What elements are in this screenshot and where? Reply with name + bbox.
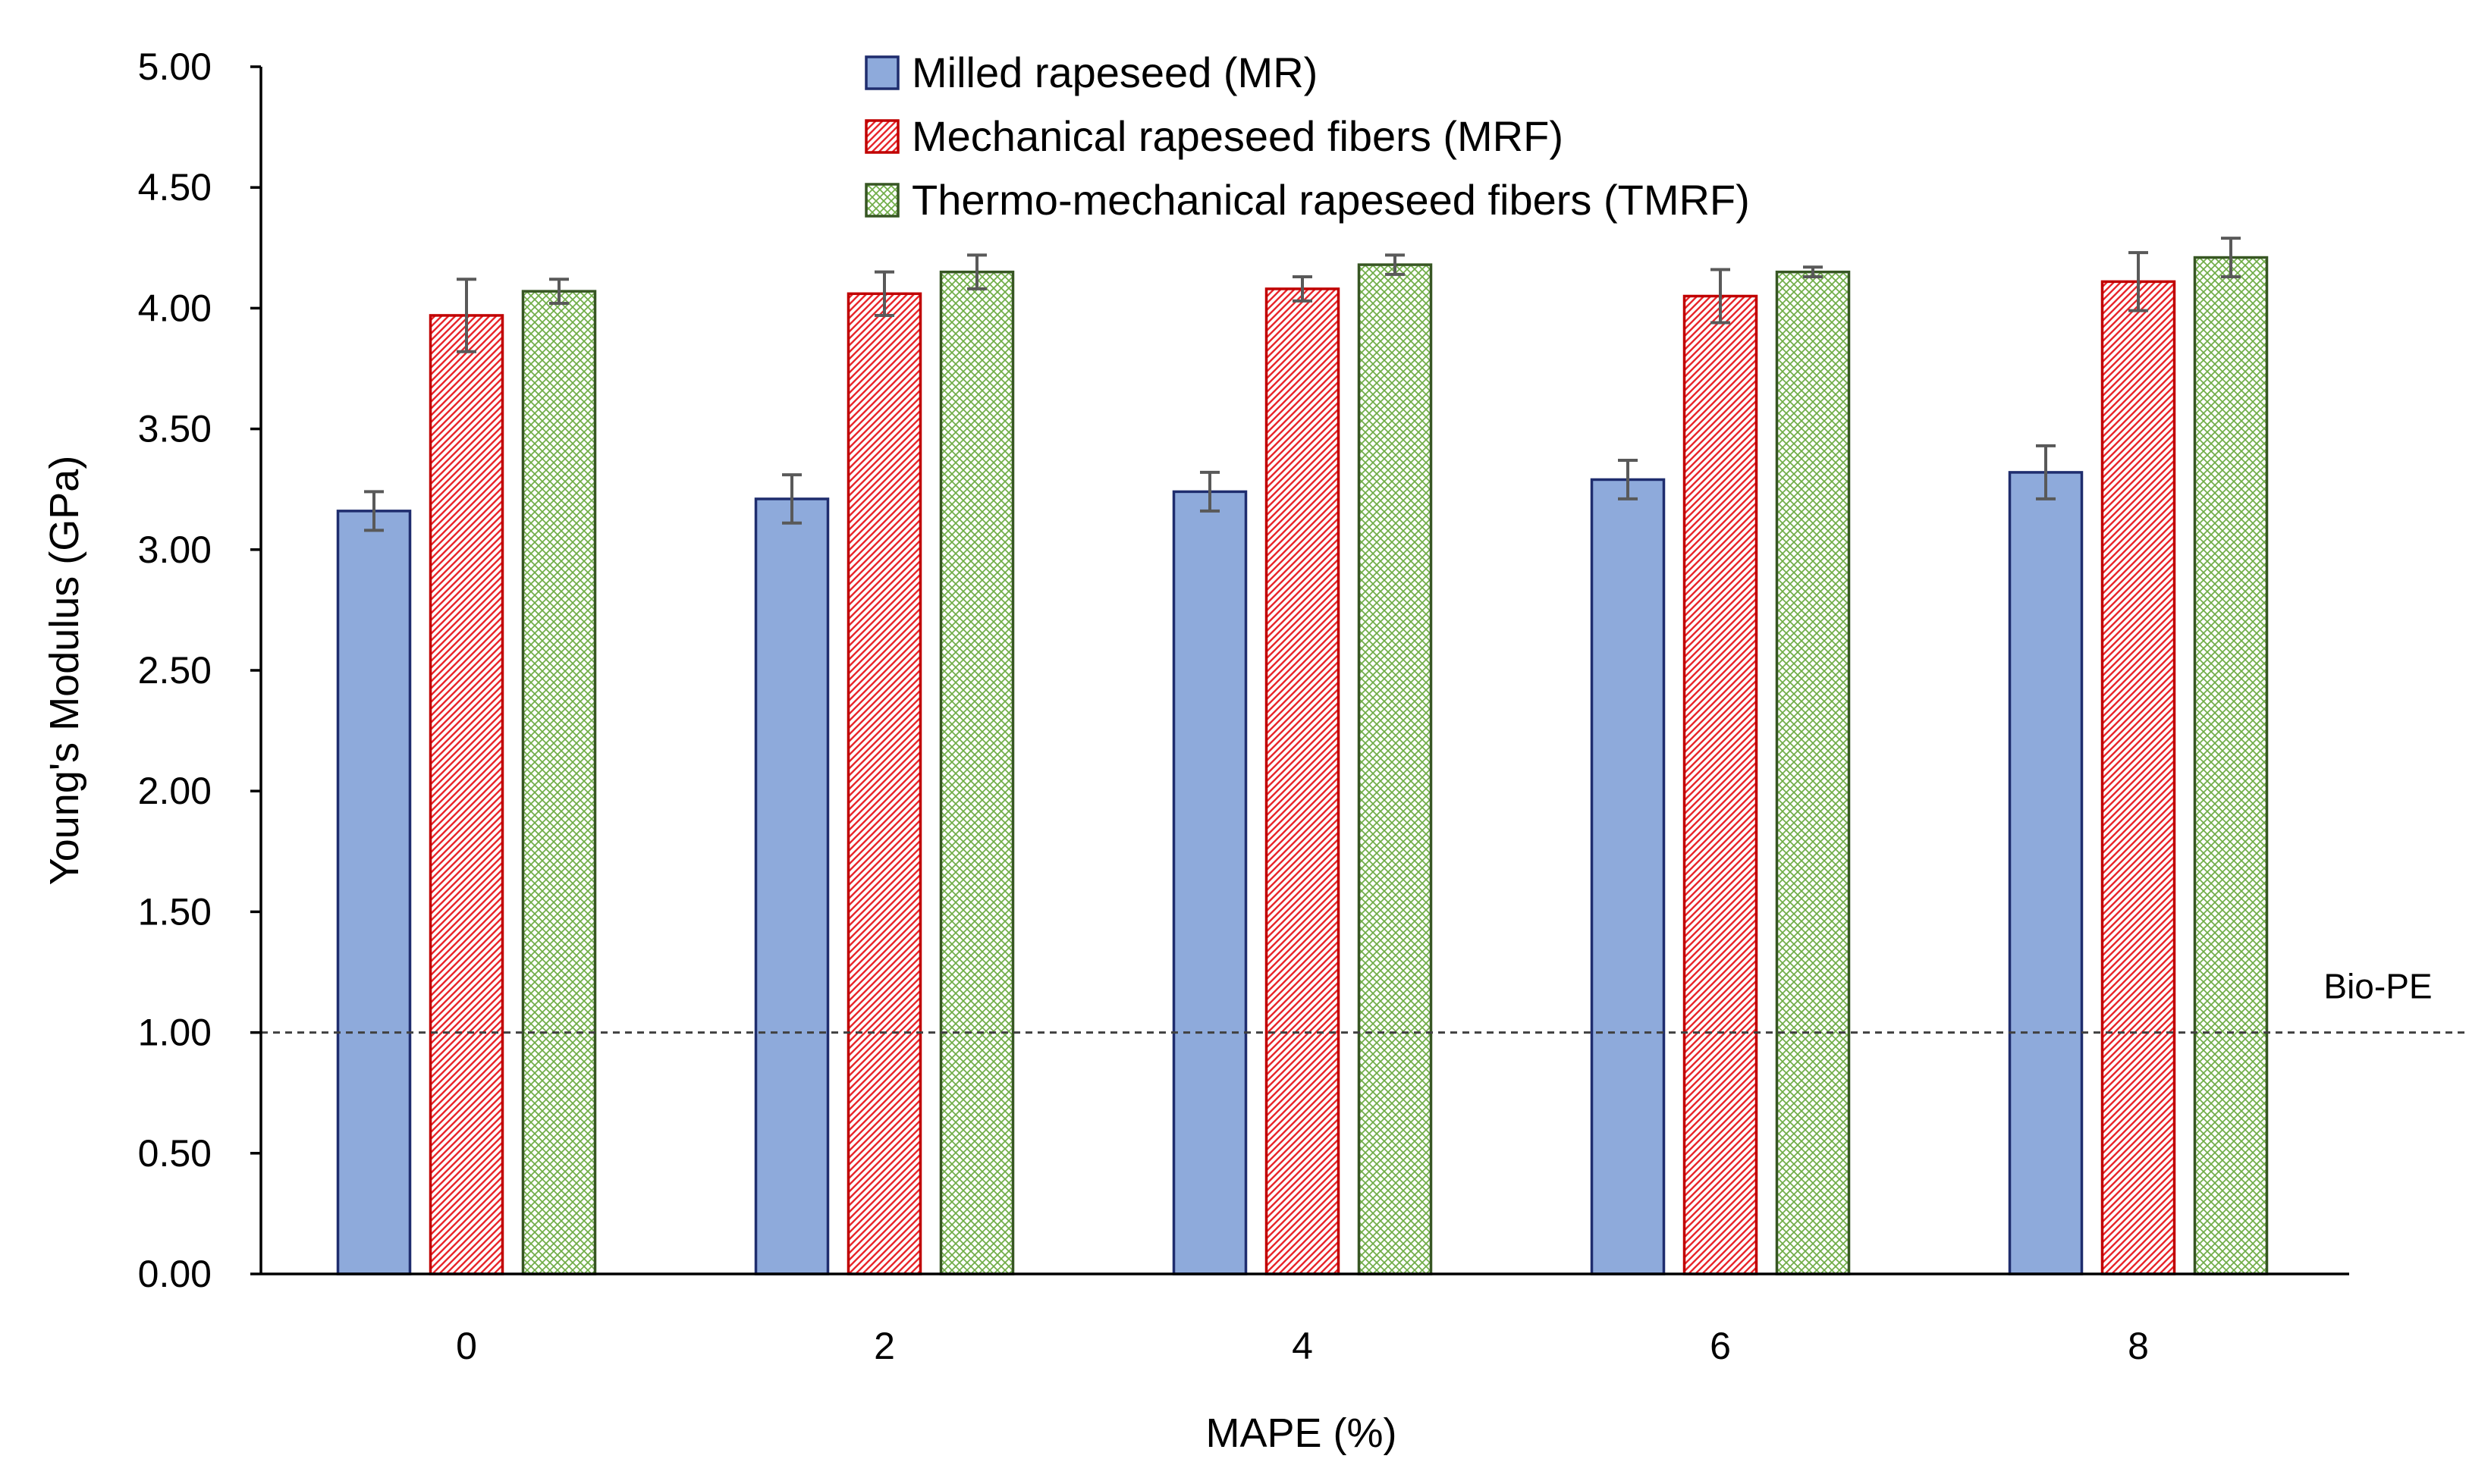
error-bar-tmrf-mape-4 xyxy=(1385,253,1405,276)
y-tick-label: 5.00 xyxy=(138,45,212,88)
y-tick-label: 3.00 xyxy=(138,529,212,571)
legend-label-mrf: Mechanical rapeseed fibers (MRF) xyxy=(912,112,1563,160)
bar-tmrf-mape-8 xyxy=(2193,256,2269,1275)
x-tick-label: 0 xyxy=(456,1325,477,1367)
y-tick-label: 4.00 xyxy=(138,287,212,329)
legend-label-tmrf: Thermo-mechanical rapeseed fibers (TMRF) xyxy=(912,176,1750,224)
bar-mr-mape-8 xyxy=(2008,471,2084,1275)
y-tick-label: 2.50 xyxy=(138,649,212,692)
y-tick-label: 0.50 xyxy=(138,1132,212,1175)
x-tick-label: 8 xyxy=(2128,1325,2149,1367)
error-bar-mrf-mape-8 xyxy=(2128,251,2148,312)
bar-mrf-mape-6 xyxy=(1682,294,1758,1275)
x-axis-label: MAPE (%) xyxy=(1205,1410,1396,1456)
error-bar-tmrf-mape-8 xyxy=(2221,237,2241,279)
bar-mrf-mape-4 xyxy=(1264,287,1340,1275)
error-bar-mr-mape-8 xyxy=(2036,444,2056,500)
legend-swatch-tmrf xyxy=(865,183,900,218)
y-tick-label: 4.50 xyxy=(138,166,212,209)
x-axis-ticks: 0 2 4 6 8 xyxy=(456,1325,2149,1367)
legend: Milled rapeseed (MR) Mechanical rapeseed… xyxy=(865,49,1750,224)
y-axis-label: Young's Modulus (GPa) xyxy=(42,456,87,886)
error-bars-layer xyxy=(364,237,2241,532)
bar-mrf-mape-0 xyxy=(429,314,504,1275)
bar-mr-mape-6 xyxy=(1590,478,1666,1275)
bar-mr-mape-2 xyxy=(754,497,830,1275)
error-bar-mrf-mape-6 xyxy=(1710,268,1730,325)
reference-line-label: Bio-PE xyxy=(2323,967,2432,1006)
y-tick-label: 0.00 xyxy=(138,1253,212,1295)
x-tick-label: 4 xyxy=(1292,1325,1313,1367)
bar-tmrf-mape-2 xyxy=(939,270,1015,1275)
error-bar-mrf-mape-4 xyxy=(1293,275,1312,303)
error-bar-mr-mape-2 xyxy=(782,473,802,525)
error-bar-mr-mape-0 xyxy=(364,490,384,532)
bar-mrf-mape-8 xyxy=(2100,280,2176,1275)
y-tick-label: 1.00 xyxy=(138,1012,212,1054)
y-axis-ticks: 0.00 0.50 1.00 1.50 2.00 2.50 3.00 3.50 4.00 4.50… xyxy=(138,45,261,1295)
error-bar-tmrf-mape-2 xyxy=(967,253,987,290)
error-bar-tmrf-mape-0 xyxy=(549,278,569,306)
bar-mr-mape-4 xyxy=(1172,490,1248,1275)
bar-tmrf-mape-4 xyxy=(1357,263,1433,1275)
legend-swatch-mr xyxy=(865,55,900,90)
bar-tmrf-mape-0 xyxy=(521,290,597,1275)
legend-label-mr: Milled rapeseed (MR) xyxy=(912,49,1318,96)
x-tick-label: 6 xyxy=(1710,1325,1731,1367)
y-tick-label: 3.50 xyxy=(138,408,212,450)
bar-mr-mape-0 xyxy=(336,510,412,1275)
x-tick-label: 2 xyxy=(874,1325,895,1367)
error-bar-mrf-mape-2 xyxy=(875,270,894,317)
error-bar-mr-mape-6 xyxy=(1618,458,1638,500)
error-bar-tmrf-mape-6 xyxy=(1803,265,1823,279)
bars-layer xyxy=(336,256,2269,1275)
bar-mrf-mape-2 xyxy=(847,292,922,1275)
error-bar-mrf-mape-0 xyxy=(457,278,476,353)
bar-tmrf-mape-6 xyxy=(1775,270,1851,1275)
y-tick-label: 1.50 xyxy=(138,890,212,933)
legend-swatch-mrf xyxy=(865,119,900,154)
y-tick-label: 2.00 xyxy=(138,770,212,812)
error-bar-mr-mape-4 xyxy=(1200,470,1220,513)
